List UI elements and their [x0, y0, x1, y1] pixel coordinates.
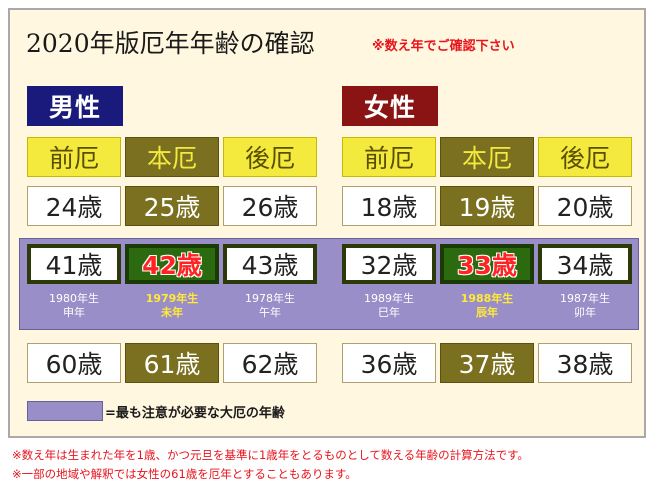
male-label: 男性 [27, 86, 123, 126]
male-header-maeyaku: 前厄 [27, 137, 121, 177]
female-header-maeyaku: 前厄 [342, 137, 436, 177]
female-age-cell: 18歳 [342, 186, 436, 226]
male-birth-year: 1978年生 午年 [245, 292, 295, 319]
female-age-cell: 36歳 [342, 343, 436, 383]
male-birth-year: 1979年生 未年 [145, 292, 199, 319]
male-header-atoyaku: 後厄 [223, 137, 317, 177]
female-age-cell: 19歳 [440, 186, 534, 226]
page-subtitle: ※数え年でご確認下さい [372, 39, 515, 54]
female-header-honyaku: 本厄 [440, 137, 534, 177]
female-age-cell: 38歳 [538, 343, 632, 383]
female-age-cell: 34歳 [538, 244, 632, 284]
male-age-cell: 43歳 [223, 244, 317, 284]
male-birth-year: 1980年生 申年 [49, 292, 99, 319]
legend-swatch [27, 401, 103, 421]
male-header-honyaku: 本厄 [125, 137, 219, 177]
male-taiyaku-age-cell: 42歳 [125, 244, 219, 284]
female-birth-year: 1987年生 卯年 [560, 292, 610, 319]
female-birth-year: 1988年生 辰年 [460, 292, 514, 319]
male-age-cell: 61歳 [125, 343, 219, 383]
footnote: ※一部の地域や解釈では女性の61歳を厄年とすることもあります。 [12, 467, 357, 481]
male-age-cell: 25歳 [125, 186, 219, 226]
female-label: 女性 [342, 86, 438, 126]
male-age-cell: 26歳 [223, 186, 317, 226]
female-age-cell: 20歳 [538, 186, 632, 226]
female-age-cell: 32歳 [342, 244, 436, 284]
legend-text: =最も注意が必要な大厄の年齢 [105, 406, 285, 421]
male-age-cell: 62歳 [223, 343, 317, 383]
female-age-cell: 37歳 [440, 343, 534, 383]
male-age-cell: 41歳 [27, 244, 121, 284]
female-birth-year: 1989年生 巳年 [364, 292, 414, 319]
footnote: ※数え年は生まれた年を1歳、かつ元旦を基準に1歳年をとるものとして数える年齢の計… [12, 448, 529, 462]
female-taiyaku-age-cell: 33歳 [440, 244, 534, 284]
female-header-atoyaku: 後厄 [538, 137, 632, 177]
page-title: 2020年版厄年年齢の確認 [26, 29, 315, 58]
taiyaku-highlight-band [19, 238, 639, 330]
male-age-cell: 60歳 [27, 343, 121, 383]
male-age-cell: 24歳 [27, 186, 121, 226]
